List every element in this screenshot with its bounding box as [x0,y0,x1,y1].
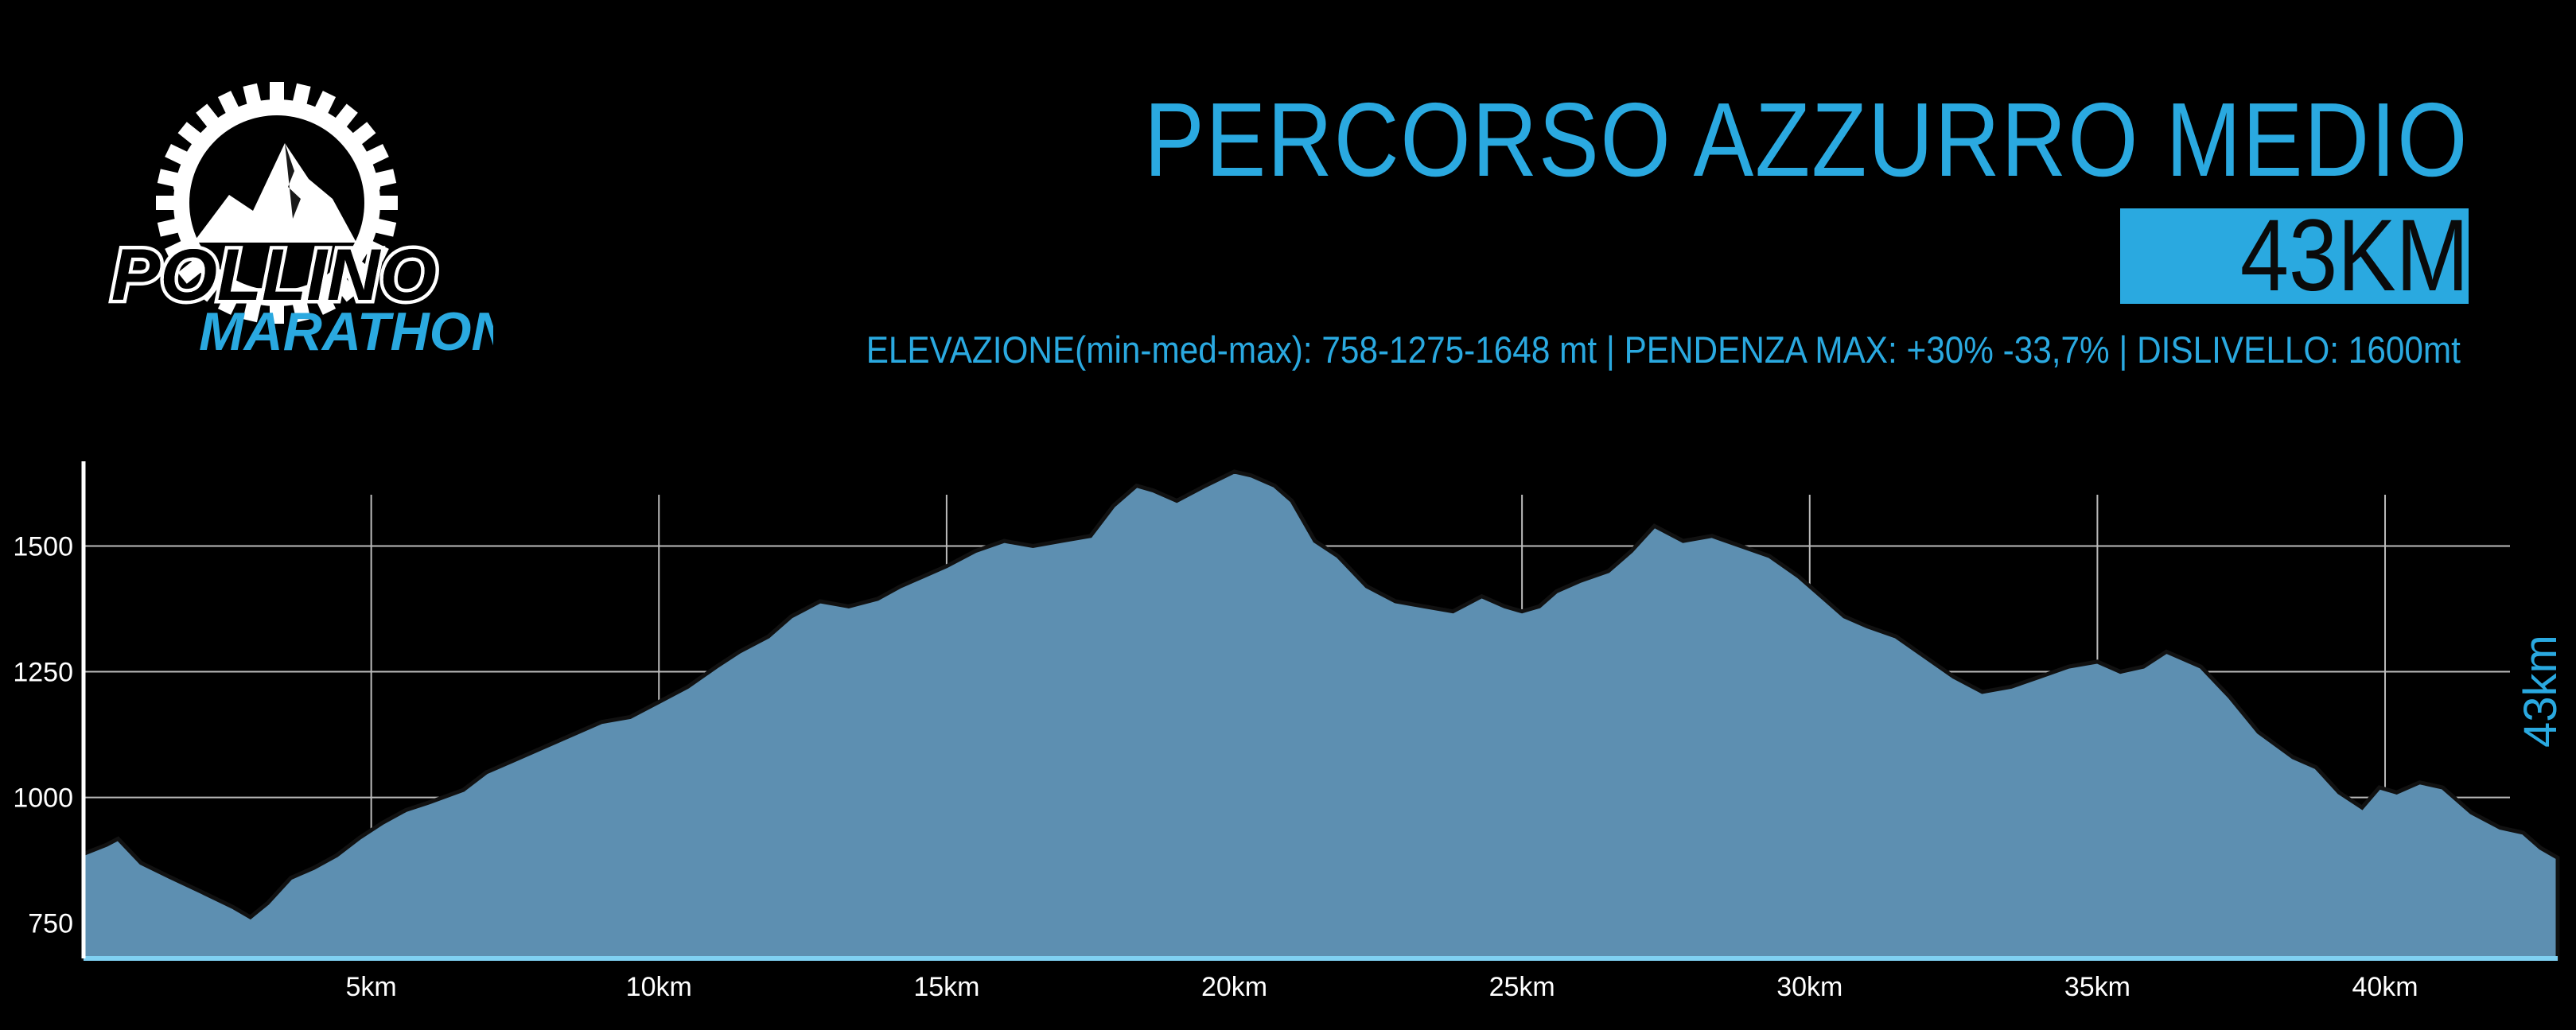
gear-tooth [313,288,337,315]
gear-tooth [362,239,389,262]
svg-text:POLLINO: POLLINO [111,235,437,316]
distance-label: 43KM [2239,199,2469,313]
x-tick-label: 10km [626,972,692,1002]
gear-tooth [157,217,183,237]
gear-tooth [371,217,397,237]
gear-tooth [349,258,376,284]
y-tick-label: 1500 [13,531,73,562]
gear-tooth [177,122,204,147]
route-stats: ELEVAZIONE(min-med-max): 758-1275-1648 m… [866,328,2461,371]
gear-icon [156,82,398,324]
gear-tooth [217,288,241,315]
route-title: PERCORSO AZZURRO MEDIO [1143,81,2469,198]
gear-tooth [291,297,311,323]
logo-text-pollino: POLLINO [111,235,437,316]
distance-badge [2120,208,2469,304]
right-distance-label: 43km [2515,635,2566,748]
gear-tooth [196,275,221,302]
gear-tooth [376,196,398,210]
gear-tooth [156,196,178,210]
gear-tooth [196,103,221,130]
mountain-icon [193,143,356,243]
y-tick-label: 750 [28,909,73,939]
gear-tooth [177,258,204,284]
gear-tooth [270,301,284,324]
x-tick-labels: 5km 10km 15km 20km 25km 30km 35km 40km [346,972,2418,1002]
gear-tooth [243,297,263,323]
y-tick-label: 1250 [13,658,73,688]
gear-tooth [313,91,337,118]
gear-tooth [270,82,284,104]
x-tick-label: 20km [1201,972,1267,1002]
x-tick-label: 40km [2352,972,2418,1002]
x-tick-label: 30km [1776,972,1843,1002]
gear-tooth [291,83,311,109]
elevation-area [81,469,2560,961]
gear-tooth [165,239,192,262]
pollino-marathon-logo: POLLINO POLLINO MARATHON [108,82,493,362]
y-tick-labels: 750 1000 1250 1500 [13,531,73,939]
gear-tooth [243,83,263,109]
gear-tooth [333,275,358,302]
gear-tooth [165,143,192,167]
x-tick-label: 35km [2064,972,2130,1002]
x-tick-label: 5km [346,972,397,1002]
gear-tooth [333,103,358,130]
y-tick-label: 1000 [13,783,73,814]
x-tick-label: 25km [1489,972,1555,1002]
gear-tooth [349,122,376,147]
logo-text-marathon: MARATHON [199,301,493,362]
gear-tooth [362,143,389,167]
gear-tooth [217,91,241,118]
x-tick-label: 15km [913,972,979,1002]
